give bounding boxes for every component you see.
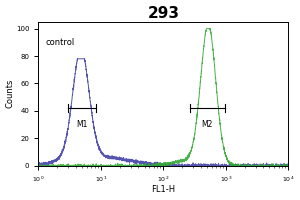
Text: M2: M2 [201, 120, 213, 129]
Y-axis label: Counts: Counts [6, 79, 15, 108]
Text: M1: M1 [76, 120, 88, 129]
Title: 293: 293 [147, 6, 179, 21]
X-axis label: FL1-H: FL1-H [151, 185, 175, 194]
Text: control: control [46, 38, 75, 47]
